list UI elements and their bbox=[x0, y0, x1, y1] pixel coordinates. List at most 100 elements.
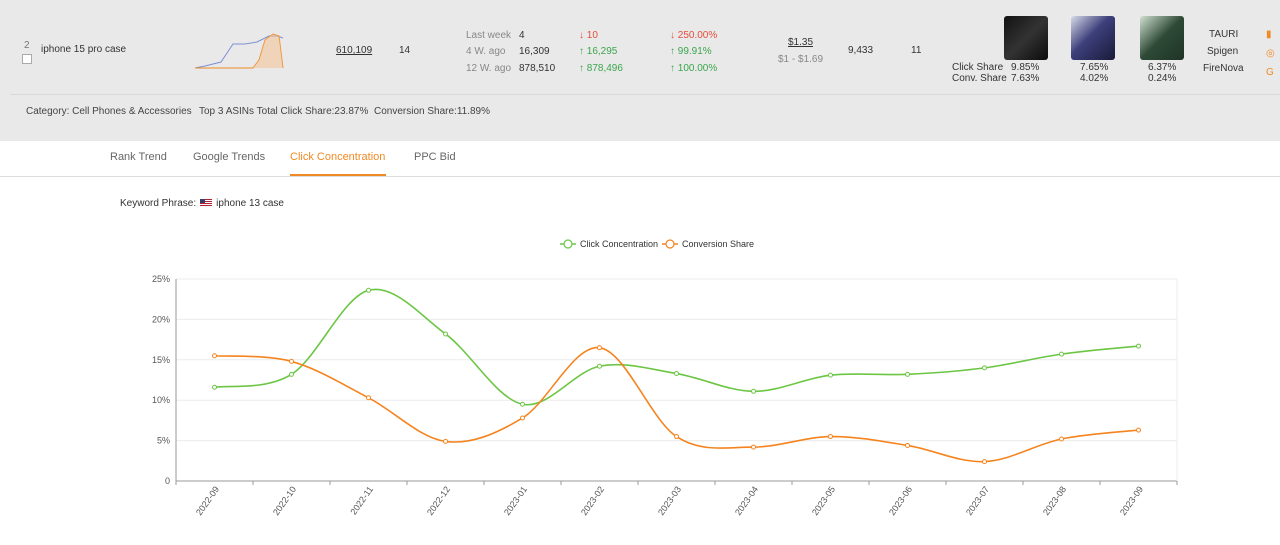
col-10-value: 11 bbox=[911, 45, 922, 56]
pct-12w: ↑ 100.00% bbox=[670, 63, 718, 74]
price[interactable]: $1.35 bbox=[788, 37, 814, 48]
data-point bbox=[982, 459, 987, 465]
brand-2[interactable]: Spigen bbox=[1207, 46, 1239, 57]
legend-marker bbox=[665, 239, 675, 249]
row-action-icons[interactable]: ▮ ◎ G bbox=[1266, 25, 1275, 82]
p1-conv-share: 7.63% bbox=[1011, 73, 1040, 84]
x-tick-label: 2023-05 bbox=[810, 484, 837, 517]
data-point bbox=[674, 371, 679, 377]
row-keyword[interactable]: iphone 15 pro case bbox=[41, 44, 127, 55]
data-point bbox=[828, 434, 833, 440]
keyword-phrase-label: Keyword Phrase: bbox=[120, 198, 197, 209]
data-point bbox=[751, 388, 756, 394]
search-volume[interactable]: 610,109 bbox=[336, 45, 373, 56]
data-point bbox=[289, 371, 294, 377]
tab-ppc-bid[interactable]: PPC Bid bbox=[414, 151, 456, 163]
data-point bbox=[597, 363, 602, 369]
pct-last-week: ↓ 250.00% bbox=[670, 30, 718, 41]
data-point bbox=[1136, 427, 1141, 433]
data-point bbox=[1059, 436, 1064, 442]
change-4w: ↑ 16,295 bbox=[579, 46, 618, 57]
conversion-share-summary: Conversion Share:11.89% bbox=[374, 106, 490, 117]
row-count: 14 bbox=[399, 45, 411, 56]
x-tick-label: 2022-09 bbox=[194, 484, 221, 517]
legend-label: Click Concentration bbox=[580, 239, 658, 249]
product-3-image[interactable] bbox=[1140, 16, 1184, 60]
series-line-1 bbox=[214, 346, 1139, 463]
chart-tab-bar: Rank Trend Google Trends Click Concentra… bbox=[0, 141, 1280, 177]
tab-rank-trend[interactable]: Rank Trend bbox=[110, 151, 167, 163]
p1-click-share: 9.85% bbox=[1011, 62, 1040, 73]
x-tick-label: 2023-08 bbox=[1041, 484, 1068, 517]
keyword-row-panel: 2 iphone 15 pro case 610,109 14 Last wee… bbox=[0, 0, 1280, 141]
data-point bbox=[751, 444, 756, 450]
x-tick-label: 2023-06 bbox=[887, 484, 914, 517]
category-text: Category: Cell Phones & Accessories bbox=[26, 106, 192, 117]
us-flag-icon bbox=[200, 199, 213, 208]
col-9-value: 9,433 bbox=[848, 45, 874, 56]
brand-3[interactable]: FireNova bbox=[1203, 63, 1244, 74]
12w-label: 12 W. ago bbox=[466, 63, 512, 74]
p2-conv-share: 4.02% bbox=[1080, 73, 1109, 84]
data-point bbox=[905, 442, 910, 448]
data-point bbox=[982, 365, 987, 371]
keyword-row[interactable]: 2 iphone 15 pro case 610,109 14 Last wee… bbox=[10, 10, 1280, 95]
x-tick-label: 2023-07 bbox=[964, 484, 991, 517]
12w-value: 878,510 bbox=[519, 63, 556, 74]
x-tick-label: 2022-10 bbox=[271, 484, 298, 517]
x-tick-label: 2023-03 bbox=[656, 484, 683, 517]
x-tick-label: 2023-04 bbox=[733, 484, 760, 517]
data-point bbox=[905, 371, 910, 377]
tab-google-trends[interactable]: Google Trends bbox=[193, 151, 266, 163]
product-1-image[interactable] bbox=[1004, 16, 1048, 60]
x-tick-label: 2022-11 bbox=[348, 484, 375, 516]
last-week-value: 4 bbox=[519, 30, 525, 41]
active-tab-indicator bbox=[290, 174, 386, 176]
data-point bbox=[828, 372, 833, 378]
change-last-week: ↓ 10 bbox=[579, 30, 598, 41]
y-tick-label: 25% bbox=[152, 274, 170, 284]
data-point bbox=[212, 353, 217, 359]
data-point bbox=[212, 384, 217, 390]
keyword-phrase: Keyword Phrase: iphone 13 case bbox=[120, 198, 284, 209]
google-icon[interactable]: G bbox=[1266, 67, 1274, 78]
click-share-label: Click Share bbox=[952, 62, 1004, 73]
data-point bbox=[443, 438, 448, 444]
product-2-image[interactable] bbox=[1071, 16, 1115, 60]
row-checkbox[interactable] bbox=[22, 54, 32, 64]
last-week-label: Last week bbox=[466, 30, 512, 41]
data-point bbox=[1059, 351, 1064, 357]
data-point bbox=[520, 415, 525, 421]
brand-1[interactable]: TAURI bbox=[1209, 29, 1239, 40]
more-icon[interactable]: ◎ bbox=[1266, 48, 1275, 59]
y-tick-label: 5% bbox=[157, 436, 170, 446]
trend-sparkline bbox=[194, 33, 284, 69]
p2-click-share: 7.65% bbox=[1080, 62, 1109, 73]
row-rank: 2 bbox=[24, 40, 30, 51]
conv-share-label: Conv. Share bbox=[952, 73, 1007, 84]
4w-value: 16,309 bbox=[519, 46, 550, 57]
x-tick-label: 2023-09 bbox=[1118, 484, 1145, 517]
data-point bbox=[289, 358, 294, 364]
x-tick-label: 2023-01 bbox=[502, 484, 529, 517]
y-tick-label: 20% bbox=[152, 314, 170, 324]
data-point bbox=[443, 331, 448, 337]
tab-click-concentration[interactable]: Click Concentration bbox=[290, 151, 386, 163]
y-tick-label: 0 bbox=[165, 476, 170, 486]
bar-chart-icon[interactable]: ▮ bbox=[1266, 29, 1272, 40]
data-point bbox=[597, 345, 602, 351]
series-line-0 bbox=[214, 288, 1139, 406]
y-tick-label: 15% bbox=[152, 355, 170, 365]
data-point bbox=[366, 395, 371, 401]
4w-label: 4 W. ago bbox=[466, 46, 506, 57]
change-12w: ↑ 878,496 bbox=[579, 63, 623, 74]
legend-marker bbox=[563, 239, 573, 249]
pct-4w: ↑ 99.91% bbox=[670, 46, 712, 57]
legend-label: Conversion Share bbox=[682, 239, 754, 249]
p3-conv-share: 0.24% bbox=[1148, 73, 1177, 84]
top3-click-share: Top 3 ASINs Total Click Share:23.87% bbox=[199, 106, 369, 117]
x-tick-label: 2023-02 bbox=[579, 484, 606, 517]
data-point bbox=[1136, 343, 1141, 349]
data-point bbox=[520, 401, 525, 407]
price-range: $1 - $1.69 bbox=[778, 54, 824, 65]
